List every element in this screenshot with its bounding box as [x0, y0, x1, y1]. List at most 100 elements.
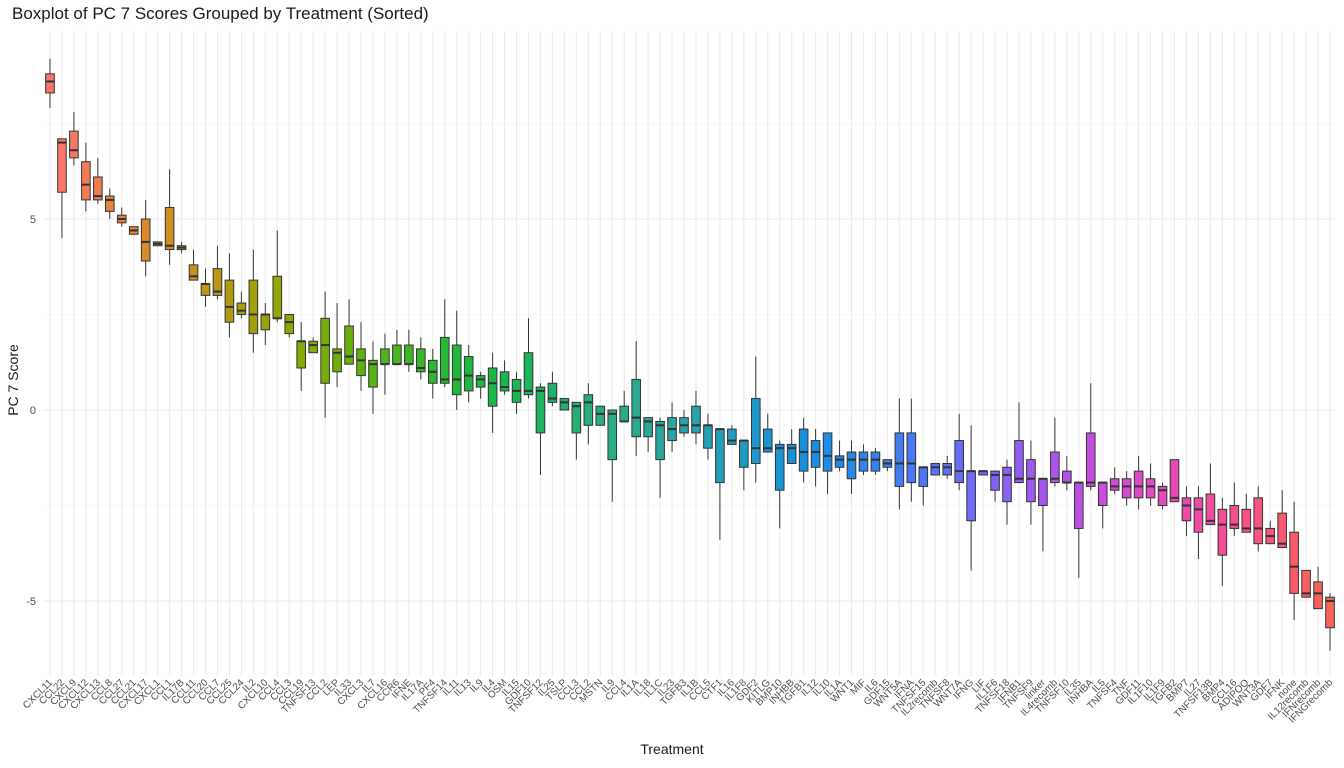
box-TNF	[1121, 471, 1132, 506]
box-iqr	[1133, 470, 1144, 499]
x-axis-ticks: CXCL11CCL22CXCL9CXCL12CXCL13CCL8CCL27CCL…	[21, 677, 1335, 726]
box-iqr	[416, 348, 426, 373]
box-TNFSF4	[1109, 467, 1120, 495]
box-CXCL13	[93, 157, 103, 204]
box-iqr	[1193, 497, 1204, 533]
box-iqr	[1002, 466, 1012, 503]
box-IL1F8	[739, 439, 749, 491]
box-TSLP	[559, 398, 570, 411]
box-iqr	[894, 432, 905, 487]
box-IL1F6	[990, 470, 1000, 502]
box-IL9	[475, 371, 486, 399]
y-tick-label: -5	[26, 596, 36, 608]
box-CCL22	[57, 138, 67, 239]
box-IL17B	[176, 241, 187, 254]
box-iqr	[308, 340, 318, 354]
box-iqr	[439, 336, 450, 384]
box-iqr	[224, 279, 235, 323]
box-iqr	[727, 428, 737, 445]
box-linker	[1038, 477, 1048, 552]
box-CCL16	[1229, 482, 1240, 537]
box-IL6	[870, 448, 881, 475]
box-IL15	[511, 371, 522, 414]
box-CCL1	[164, 169, 175, 265]
box-iqr	[1325, 596, 1335, 629]
box-CXCL12	[81, 142, 91, 212]
box-iqr	[164, 207, 175, 251]
box-BMP4	[1217, 497, 1228, 586]
box-CXCL10	[260, 303, 271, 346]
box-CCL27	[116, 207, 127, 227]
box-IL1B	[691, 390, 701, 445]
box-CCL11	[188, 249, 199, 281]
box-IL2recomb	[930, 462, 941, 476]
box-iqr	[1026, 459, 1036, 503]
box-IL1A	[631, 341, 641, 456]
box-iqr	[1062, 470, 1072, 484]
box-MIF	[858, 444, 869, 475]
box-TNFSF8	[942, 455, 953, 479]
box-iqr	[1073, 482, 1084, 529]
box-MSTN	[595, 405, 606, 426]
box-iqr	[1050, 451, 1060, 484]
box-iqr	[798, 428, 809, 472]
box-CCL5	[703, 413, 713, 460]
box-IFNE	[404, 329, 414, 372]
y-axis-ticks: -5 0 5	[26, 214, 36, 608]
box-CCL3	[284, 314, 295, 338]
box-IL1C	[655, 417, 665, 498]
box-CCL25	[224, 253, 235, 338]
box-IFNK	[1277, 490, 1287, 549]
box-IL35	[1073, 481, 1084, 579]
box-CCL2	[320, 291, 330, 418]
box-iqr	[1109, 478, 1120, 491]
box-CXCL1	[152, 241, 163, 247]
box-IL17A	[416, 337, 426, 380]
box-IL12recomb	[1301, 569, 1311, 598]
box-CXCL16	[380, 333, 390, 395]
box-iqr	[1157, 485, 1168, 506]
box-GDF15	[882, 459, 893, 472]
box-iqr	[272, 275, 283, 319]
box-iqr	[1205, 493, 1216, 526]
box-IL10	[822, 432, 833, 495]
box-iqr	[487, 367, 498, 407]
box-iqr	[631, 378, 641, 438]
box-iqr	[1241, 508, 1252, 533]
box-IL12	[810, 429, 821, 487]
box-IL2	[248, 249, 259, 353]
box-WNT5A	[894, 398, 905, 510]
box-IL7	[368, 341, 378, 414]
box-iqr	[248, 279, 259, 335]
box-iqr	[786, 443, 797, 464]
box-iqr	[619, 405, 630, 422]
box-IL4	[487, 352, 498, 433]
box-IFNG	[966, 425, 976, 571]
box-TGFB3	[679, 410, 689, 437]
box-CTF1	[715, 428, 725, 540]
box-iqr	[762, 428, 773, 453]
box-iqr	[188, 264, 199, 281]
box-iqr	[1169, 459, 1180, 503]
box-GDF2	[750, 356, 761, 483]
boxes	[45, 58, 1335, 651]
y-tick-label: 5	[30, 214, 36, 226]
box-iqr	[1217, 508, 1228, 556]
box-CCL20	[200, 268, 211, 307]
box-iqr	[104, 195, 115, 212]
box-iqr	[810, 440, 821, 468]
box-iqr	[284, 314, 295, 335]
box-iqr	[404, 344, 414, 365]
box-iqr	[296, 340, 307, 369]
box-iqr	[571, 401, 582, 434]
box-none	[1289, 501, 1299, 621]
box-iqr	[583, 394, 594, 426]
box-WNT1	[846, 440, 857, 495]
box-TNFSF15	[918, 466, 929, 506]
box-IFNrecomb	[1313, 566, 1323, 610]
box-iqr	[81, 161, 91, 201]
box-iqr	[906, 432, 917, 484]
box-iqr	[1277, 512, 1287, 549]
box-iqr	[463, 356, 474, 392]
box-iqr	[57, 138, 67, 193]
